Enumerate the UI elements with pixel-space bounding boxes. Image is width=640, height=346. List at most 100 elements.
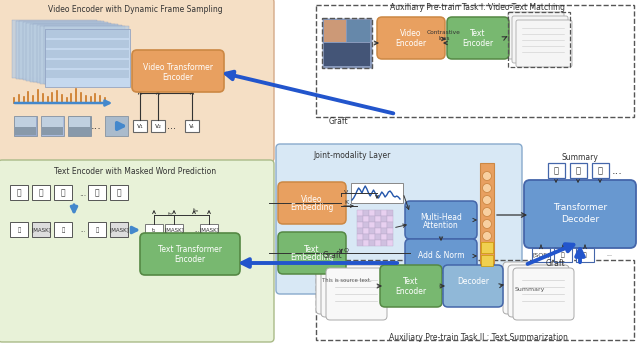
Bar [592, 163, 609, 178]
Bar [69, 117, 90, 127]
Bar [576, 248, 594, 262]
Circle shape [483, 183, 492, 192]
Bar [133, 120, 147, 132]
Text: ...: ... [195, 228, 200, 233]
Text: 受: 受 [61, 189, 65, 198]
Bar [22, 22, 108, 80]
Bar [387, 216, 392, 221]
Bar [46, 70, 129, 78]
Text: Embedding: Embedding [291, 203, 333, 212]
Text: [MASK]: [MASK] [109, 228, 129, 233]
Text: Multi-Head: Multi-Head [420, 212, 462, 221]
Text: Transformer: Transformer [553, 203, 607, 212]
Text: 樣: 樣 [116, 189, 122, 198]
Bar [12, 20, 97, 78]
Bar [381, 210, 387, 216]
Text: Q: Q [344, 247, 349, 253]
Text: Auxiliary Pre-train Task II : Text Summarization: Auxiliary Pre-train Task II : Text Summa… [388, 334, 568, 343]
Text: t₂: t₂ [168, 212, 173, 218]
Bar [32, 185, 50, 200]
FancyBboxPatch shape [524, 180, 636, 248]
Bar [54, 222, 72, 237]
Bar [151, 120, 165, 132]
Bar [165, 224, 183, 236]
Bar [554, 248, 572, 262]
Text: Encoder: Encoder [396, 286, 427, 295]
Text: 太: 太 [95, 227, 99, 233]
FancyBboxPatch shape [405, 201, 477, 239]
FancyBboxPatch shape [321, 265, 382, 317]
Bar [324, 20, 346, 42]
Text: Embedding: Embedding [291, 254, 333, 263]
Bar [387, 210, 392, 216]
Bar [316, 260, 634, 340]
Bar [42, 127, 63, 135]
Text: Video Transformer: Video Transformer [143, 63, 213, 72]
Bar [381, 222, 387, 228]
Bar [351, 183, 403, 203]
Text: Text: Text [470, 29, 486, 38]
Bar [369, 234, 374, 239]
Bar [10, 185, 28, 200]
Bar [316, 5, 634, 117]
Bar [481, 255, 493, 266]
Bar [375, 240, 381, 246]
FancyBboxPatch shape [380, 265, 442, 307]
Bar [14, 116, 37, 136]
Text: vₜ: vₜ [189, 123, 195, 129]
Text: Encoder: Encoder [463, 38, 493, 47]
Bar [357, 216, 362, 221]
FancyBboxPatch shape [0, 160, 274, 342]
Bar [322, 18, 372, 68]
FancyBboxPatch shape [508, 265, 569, 317]
Bar [44, 26, 129, 84]
Bar [532, 248, 550, 262]
Bar [381, 228, 387, 234]
Bar [357, 210, 362, 216]
Bar [369, 222, 374, 228]
FancyBboxPatch shape [447, 17, 509, 59]
Bar [46, 50, 129, 58]
Bar [69, 127, 90, 135]
Bar [387, 228, 392, 234]
Text: 澄: 澄 [17, 227, 20, 233]
Text: Summary: Summary [561, 153, 598, 162]
Text: Decoder: Decoder [561, 216, 599, 225]
Text: [MASK]: [MASK] [164, 228, 184, 233]
FancyBboxPatch shape [377, 17, 445, 59]
Circle shape [483, 208, 492, 217]
Bar [363, 210, 369, 216]
Bar [46, 40, 129, 48]
Text: 文: 文 [561, 252, 565, 258]
FancyBboxPatch shape [276, 144, 522, 294]
Text: Encoder: Encoder [163, 73, 193, 82]
Bar [68, 116, 91, 136]
Bar [45, 29, 130, 87]
Bar [369, 216, 374, 221]
Text: [MASK]: [MASK] [31, 228, 51, 233]
Circle shape [483, 172, 492, 181]
Bar [357, 234, 362, 239]
Text: Video Encoder with Dynamic Frame Sampling: Video Encoder with Dynamic Frame Samplin… [48, 6, 222, 15]
Bar [110, 222, 128, 237]
Bar [10, 222, 28, 237]
Text: 澄: 澄 [598, 166, 602, 175]
Text: Encoder: Encoder [175, 255, 205, 264]
Bar [381, 240, 387, 246]
Text: Text Transformer: Text Transformer [158, 246, 222, 255]
Bar [375, 216, 381, 221]
Text: This is source text.: This is source text. [322, 277, 372, 282]
Bar [363, 234, 369, 239]
Bar [363, 222, 369, 228]
Bar [46, 60, 129, 68]
Text: 習: 習 [38, 189, 44, 198]
Text: 受: 受 [61, 227, 65, 233]
Text: 澄: 澄 [17, 189, 21, 198]
Text: Text: Text [304, 245, 320, 254]
Bar [200, 224, 218, 236]
Circle shape [483, 219, 492, 228]
Bar [357, 228, 362, 234]
Text: ...: ... [81, 228, 86, 233]
Bar [375, 210, 381, 216]
Bar [481, 242, 493, 253]
